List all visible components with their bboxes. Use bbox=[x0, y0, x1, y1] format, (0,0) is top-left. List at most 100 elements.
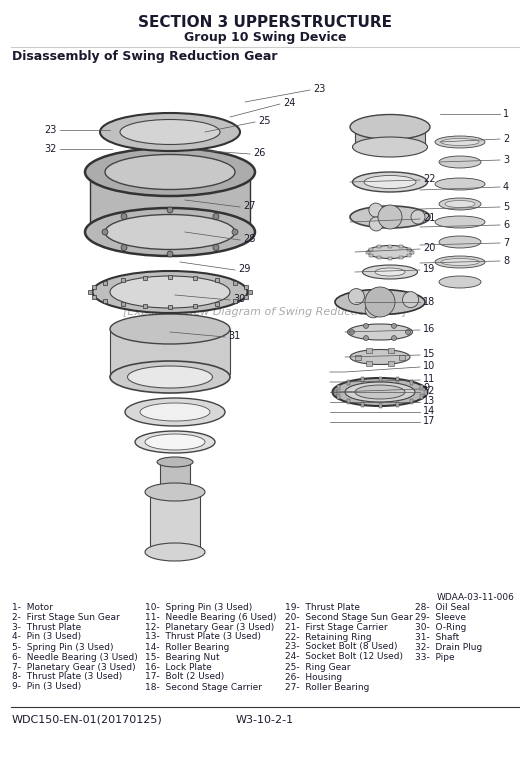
Ellipse shape bbox=[350, 114, 430, 139]
Text: 24-  Socket Bolt (12 Used): 24- Socket Bolt (12 Used) bbox=[285, 652, 403, 661]
Bar bbox=[396, 402, 399, 406]
Text: 28: 28 bbox=[243, 234, 255, 244]
Text: 9-  Pin (3 Used): 9- Pin (3 Used) bbox=[12, 683, 81, 691]
Bar bbox=[355, 354, 361, 360]
Bar bbox=[168, 305, 172, 309]
Bar bbox=[248, 290, 252, 294]
Ellipse shape bbox=[145, 543, 205, 561]
Bar bbox=[410, 380, 413, 386]
Text: 21: 21 bbox=[423, 213, 435, 223]
Text: 18: 18 bbox=[423, 297, 435, 307]
Ellipse shape bbox=[345, 382, 415, 402]
Ellipse shape bbox=[363, 265, 418, 279]
Bar bbox=[88, 290, 92, 294]
Ellipse shape bbox=[335, 290, 425, 315]
Circle shape bbox=[369, 217, 383, 231]
Ellipse shape bbox=[110, 276, 230, 308]
Circle shape bbox=[364, 335, 368, 341]
Text: 2-  First Stage Sun Gear: 2- First Stage Sun Gear bbox=[12, 613, 120, 622]
Bar bbox=[215, 303, 219, 306]
Text: 7-  Planetary Gear (3 Used): 7- Planetary Gear (3 Used) bbox=[12, 662, 136, 671]
Circle shape bbox=[167, 207, 173, 213]
Bar bbox=[333, 389, 337, 395]
Circle shape bbox=[232, 229, 238, 235]
Ellipse shape bbox=[364, 175, 416, 188]
Ellipse shape bbox=[110, 361, 230, 393]
Text: 29-  Sleeve: 29- Sleeve bbox=[415, 613, 466, 622]
Bar bbox=[337, 395, 340, 399]
Text: 4: 4 bbox=[503, 182, 509, 192]
Bar bbox=[407, 254, 411, 257]
Ellipse shape bbox=[105, 214, 235, 249]
Ellipse shape bbox=[435, 256, 485, 268]
Bar bbox=[369, 254, 373, 257]
Ellipse shape bbox=[93, 271, 248, 313]
Bar bbox=[347, 399, 350, 404]
Bar bbox=[143, 276, 147, 280]
Text: 3-  Thrust Plate: 3- Thrust Plate bbox=[12, 623, 81, 632]
Text: SECTION 3 UPPERSTRUCTURE: SECTION 3 UPPERSTRUCTURE bbox=[138, 14, 392, 30]
Text: 17: 17 bbox=[423, 416, 435, 426]
Circle shape bbox=[364, 323, 368, 328]
Bar bbox=[377, 245, 381, 248]
Bar bbox=[388, 360, 394, 366]
Ellipse shape bbox=[85, 208, 255, 256]
Bar bbox=[388, 257, 392, 260]
Ellipse shape bbox=[350, 350, 410, 364]
Text: 6-  Needle Bearing (3 Used): 6- Needle Bearing (3 Used) bbox=[12, 652, 138, 661]
Text: 30: 30 bbox=[233, 294, 245, 304]
Bar bbox=[121, 303, 125, 306]
Bar bbox=[407, 248, 411, 251]
Text: 29: 29 bbox=[238, 264, 250, 274]
Ellipse shape bbox=[135, 431, 215, 453]
Bar bbox=[337, 385, 340, 389]
Bar bbox=[110, 329, 230, 374]
Bar bbox=[369, 248, 373, 251]
Text: 10: 10 bbox=[423, 361, 435, 371]
Ellipse shape bbox=[439, 156, 481, 168]
Ellipse shape bbox=[332, 378, 428, 406]
Bar bbox=[410, 251, 414, 254]
Bar bbox=[103, 281, 107, 285]
Ellipse shape bbox=[85, 148, 255, 196]
Text: 1: 1 bbox=[503, 109, 509, 119]
Text: 14: 14 bbox=[423, 406, 435, 416]
Text: 4-  Pin (3 Used): 4- Pin (3 Used) bbox=[12, 632, 81, 642]
Text: 26: 26 bbox=[253, 148, 266, 158]
Text: 21-  First Stage Carrier: 21- First Stage Carrier bbox=[285, 623, 387, 632]
Text: 33-  Pipe: 33- Pipe bbox=[415, 652, 455, 661]
Bar bbox=[233, 281, 237, 285]
Text: 2: 2 bbox=[503, 134, 509, 144]
Bar bbox=[193, 276, 197, 280]
Bar bbox=[366, 348, 372, 354]
Bar bbox=[366, 251, 370, 254]
Text: 19-  Thrust Plate: 19- Thrust Plate bbox=[285, 603, 360, 611]
Bar bbox=[103, 299, 107, 303]
Ellipse shape bbox=[375, 268, 405, 276]
Text: 24: 24 bbox=[283, 98, 295, 108]
Text: 19: 19 bbox=[423, 264, 435, 274]
Bar bbox=[244, 295, 248, 299]
Ellipse shape bbox=[439, 198, 481, 210]
Bar bbox=[92, 285, 96, 290]
Bar bbox=[388, 348, 394, 354]
Circle shape bbox=[121, 245, 127, 251]
Text: 13-  Thrust Plate (3 Used): 13- Thrust Plate (3 Used) bbox=[145, 632, 261, 642]
Text: 5: 5 bbox=[503, 202, 509, 212]
Bar bbox=[355, 122, 425, 147]
Bar bbox=[399, 256, 403, 258]
Ellipse shape bbox=[145, 483, 205, 501]
Ellipse shape bbox=[435, 216, 485, 228]
Text: 31-  Shaft: 31- Shaft bbox=[415, 632, 460, 642]
Ellipse shape bbox=[140, 403, 210, 421]
Bar bbox=[396, 377, 399, 383]
Text: [Exploded View Diagram of Swing Reduction Gear]: [Exploded View Diagram of Swing Reductio… bbox=[123, 307, 407, 317]
Ellipse shape bbox=[120, 120, 220, 145]
Bar bbox=[143, 304, 147, 309]
Ellipse shape bbox=[110, 314, 230, 344]
Ellipse shape bbox=[367, 245, 412, 258]
Text: 32-  Drain Plug: 32- Drain Plug bbox=[415, 642, 482, 652]
Circle shape bbox=[365, 302, 381, 318]
Text: 27-  Roller Bearing: 27- Roller Bearing bbox=[285, 683, 369, 691]
Ellipse shape bbox=[435, 178, 485, 190]
